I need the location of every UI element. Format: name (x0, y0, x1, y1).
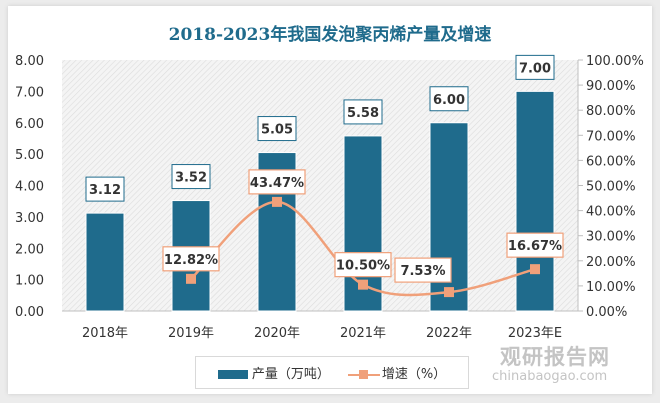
watermark: 观研报告网 chinabaogao.com (492, 345, 610, 385)
bar-data-label: 5.58 (347, 106, 379, 121)
line-point (530, 264, 540, 275)
y2-tick-label: 0.00% (586, 305, 627, 320)
line-point (444, 287, 454, 298)
y-tick-label: 2.00 (15, 242, 44, 257)
y2-tick-label: 70.00% (586, 129, 636, 144)
y2-tick-label: 90.00% (586, 79, 636, 94)
bar-data-label: 7.00 (519, 61, 551, 76)
y-tick-label: 8.00 (15, 54, 44, 69)
x-tick-label: 2022年 (426, 326, 472, 341)
line-point (272, 196, 282, 207)
bar-label-box (515, 54, 555, 80)
y2-tick-label: 30.00% (586, 230, 636, 245)
x-tick-label: 2019年 (168, 326, 214, 341)
x-tick-label: 2021年 (340, 326, 386, 341)
bar (85, 212, 125, 312)
y2-tick-label: 40.00% (586, 205, 636, 220)
y-tick-label: 5.00 (15, 148, 44, 163)
y2-tick-label: 100.00% (586, 54, 644, 69)
bar-label-box (257, 116, 297, 142)
line-data-label: 43.47% (250, 176, 304, 191)
bar-data-label: 3.12 (89, 183, 121, 198)
line-label-box (506, 232, 564, 258)
line-label-box (394, 257, 452, 283)
y2-tick-label: 50.00% (586, 180, 636, 195)
y-tick-label: 7.00 (15, 85, 44, 100)
line-marker-icon (347, 369, 380, 381)
bar-label-box (85, 176, 125, 202)
line-point (358, 279, 368, 290)
bar-data-label: 5.05 (261, 123, 293, 138)
line-data-label: 16.67% (508, 239, 562, 254)
y-tick-label: 4.00 (15, 180, 44, 195)
bar (429, 122, 469, 312)
line-label-box (248, 169, 306, 195)
bar-label-box (343, 99, 383, 125)
y2-tick-label: 80.00% (586, 104, 636, 119)
line-data-label: 12.82% (164, 253, 218, 268)
chart-title: 2018-2023年我国发泡聚丙烯产量及增速 (168, 25, 492, 45)
line-data-label: 10.50% (336, 259, 390, 274)
legend-item-growth: 增速（%） (347, 363, 446, 382)
y-tick-label: 3.00 (15, 211, 44, 226)
line-data-label: 7.53% (400, 264, 445, 279)
x-tick-label: 2018年 (82, 326, 128, 341)
bar-data-label: 3.52 (175, 171, 207, 186)
line-label-box (334, 252, 392, 278)
legend-item-production: 产量（万吨） (217, 363, 330, 382)
line-point (186, 273, 196, 284)
y-tick-label: 1.00 (15, 274, 44, 289)
y2-tick-label: 60.00% (586, 154, 636, 169)
line-label-box (162, 246, 220, 272)
bar-data-label: 6.00 (433, 93, 465, 108)
bar-label-box (171, 164, 211, 190)
x-tick-label: 2020年 (254, 326, 300, 341)
bar-label-box (429, 86, 469, 112)
y-tick-label: 6.00 (15, 117, 44, 132)
y-tick-label: 0.00 (15, 305, 44, 320)
y2-tick-label: 20.00% (586, 255, 636, 270)
x-tick-label: 2023年E (508, 326, 562, 341)
bar (515, 90, 555, 312)
legend: 产量（万吨） 增速（%） (195, 356, 469, 389)
y2-tick-label: 10.00% (586, 280, 636, 295)
bar-swatch-icon (217, 370, 248, 379)
plot-background (62, 60, 578, 311)
growth-line (190, 200, 536, 297)
